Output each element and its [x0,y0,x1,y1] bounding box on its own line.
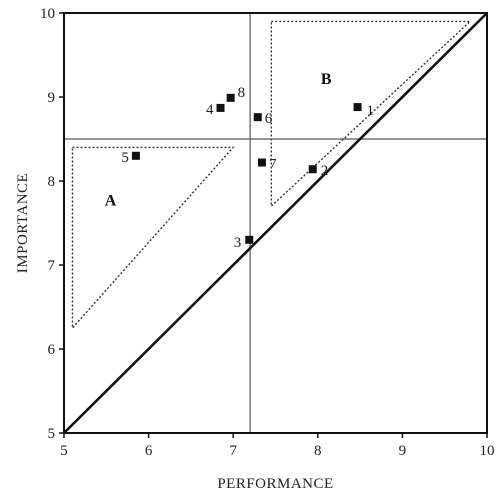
reference-lines [63,12,488,434]
y-tick-label: 10 [40,6,55,22]
data-point-2 [308,165,317,174]
x-axis-title: PERFORMANCE [217,476,333,492]
regions: AB [71,20,472,330]
data-point-3 [245,235,254,244]
data-point-label-6: 6 [265,111,273,127]
y-tick-label: 7 [48,258,56,274]
x-tick-label: 9 [399,443,407,459]
x-tick-label: 7 [229,443,237,459]
data-point-label-7: 7 [269,157,277,173]
data-point-1 [353,103,362,112]
data-point-5 [131,151,140,160]
y-axis-title: IMPORTANCE [15,173,31,273]
data-points: 1 2 3 4 5 6 7 8 [121,85,374,251]
data-point-label-5: 5 [121,150,129,166]
data-point-6 [253,113,262,122]
region-a-triangle [71,146,235,330]
data-point-label-3: 3 [234,235,242,251]
region-a-label: A [105,193,117,210]
region-b-label: B [321,71,332,88]
x-tick-label: 10 [480,443,495,459]
data-point-label-2: 2 [321,163,329,179]
data-point-4 [216,103,225,112]
diagonal-line [63,12,488,434]
data-point-label-8: 8 [238,85,246,101]
x-tick-label: 6 [145,443,153,459]
x-tick-label: 8 [314,443,322,459]
y-axis-ticks: 5 6 7 8 9 10 [40,6,64,442]
y-tick-label: 5 [48,426,56,442]
x-axis-ticks: 5 6 7 8 9 10 [60,433,495,459]
y-tick-label: 8 [48,174,56,190]
data-point-label-4: 4 [206,102,214,118]
plot-frame [63,12,488,434]
data-point-7 [257,158,266,167]
data-point-label-1: 1 [367,103,375,119]
y-tick-label: 6 [48,342,56,358]
x-tick-label: 5 [60,443,68,459]
y-tick-label: 9 [48,90,56,106]
data-point-8 [226,93,235,102]
